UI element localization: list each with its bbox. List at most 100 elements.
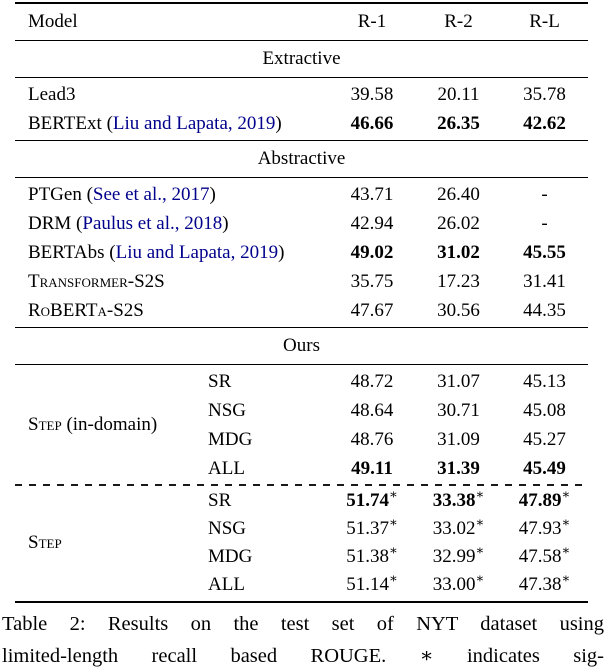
group-step-in-domain: Step (in-domain) SR 48.72 31.07 45.13 NS… [15,367,588,483]
model-name: PTGen [28,183,87,205]
citation-link[interactable]: See et al., 2017 [92,183,210,205]
table-row-step-sr: SR 51.74∗ 33.38∗ 47.89∗ [15,487,588,515]
group-name: Step [28,532,62,553]
variant-label: NSG [208,399,247,421]
table-row-bertabs: BERTAbs (Liu and Lapata, 2019) 49.02 31.… [15,238,588,267]
model-name: RoBERTa-S2S [28,299,144,321]
score-r1: 46.66 [350,112,394,134]
score-r2: 31.02 [437,241,480,263]
score-rl: 47.58 [518,546,562,567]
group-step: Step SR 51.74∗ 33.38∗ 47.89∗ NSG 51.37∗ … [15,487,588,599]
score-r1: 49.02 [350,241,394,263]
citation-link[interactable]: Paulus et al., 2018 [82,212,223,234]
group-name: Step [28,414,62,435]
caption-line-2: limited-length recall based ROUGE. ∗ ind… [2,645,604,667]
paren-close: ) [275,112,282,134]
score-r2: 26.40 [437,183,480,205]
score-r1: 51.74 [346,490,389,511]
score-rl: 45.13 [523,370,566,392]
paren-open: ( [106,112,113,134]
score-r1: 51.14 [346,574,389,595]
paren-open: ( [86,183,93,205]
score-r1: 49.11 [351,457,393,479]
score-r1: 51.38 [346,546,389,567]
table-bottom-rule [15,601,588,603]
citation-link[interactable]: Liu and Lapata, 2019 [115,241,279,263]
table-caption: Table 2: Results on the test set of NYT … [2,608,604,672]
section-ours: Step (in-domain) SR 48.72 31.07 45.13 NS… [15,365,588,601]
model-name: Lead3 [28,83,76,105]
variant-label: MDG [208,428,253,450]
score-rl: 47.89 [518,490,562,511]
score-r1: 42.94 [350,212,394,234]
model-name: Transformer-S2S [28,270,165,292]
score-r2: 31.07 [437,370,480,392]
table-row-transformer-s2s: Transformer-S2S 35.75 17.23 31.41 [15,267,588,296]
score-rl: 45.27 [523,428,566,450]
variant-label: NSG [208,518,247,539]
model-name: BERTExt [28,112,107,134]
significance-star: ∗ [561,514,571,530]
section-title-ours: Ours [15,328,588,365]
column-header-r1: R-1 [357,11,387,32]
score-r1: 43.71 [350,183,394,205]
variant-label: SR [208,490,232,511]
model-name: DRM [28,212,77,234]
score-rl: 31.41 [523,270,566,292]
dashed-divider [15,484,588,486]
variant-label: ALL [208,457,245,479]
table-header-row: Model R-1 R-2 R-L [15,4,588,41]
score-r2: 30.71 [437,399,480,421]
score-rl: 35.78 [523,83,566,105]
table-row-lead3: Lead3 39.58 20.11 35.78 [15,80,588,109]
score-rl: 47.38 [518,574,562,595]
score-rl: - [541,212,548,234]
section-title-abstractive: Abstractive [15,141,588,178]
section-extractive: Lead3 39.58 20.11 35.78 BERTExt (Liu and… [15,78,588,141]
score-rl: 44.35 [523,299,566,321]
table-row-indomain-mdg: MDG 48.76 31.09 45.27 [15,425,588,454]
table-row-drm: DRM (Paulus et al., 2018) 42.94 26.02 - [15,209,588,238]
paren-close: ) [209,183,216,205]
model-name: BERTAbs [28,241,110,263]
score-rl: 45.55 [523,241,566,263]
score-r2: 20.11 [437,83,480,105]
table-row-indomain-sr: SR 48.72 31.07 45.13 [15,367,588,396]
table-row-step-all: ALL 51.14∗ 33.00∗ 47.38∗ [15,571,588,599]
score-r1: 51.37 [346,518,389,539]
significance-star: ∗ [388,514,398,530]
score-r1: 35.75 [350,270,394,292]
variant-label: SR [208,370,232,392]
group-label: Step [28,532,62,554]
paren-open: ( [76,212,83,234]
score-r2: 26.02 [437,212,480,234]
score-rl: 47.93 [518,518,562,539]
significance-star: ∗ [475,542,485,558]
score-r1: 48.76 [350,428,394,450]
group-name-suffix: (in-domain) [61,414,158,435]
paren-close: ) [222,212,229,234]
variant-label: ALL [208,574,245,595]
significance-star: ∗ [475,514,485,530]
caption-line-1: Table 2: Results on the test set of NYT … [2,613,604,635]
significance-star: ∗ [388,570,398,586]
significance-star: ∗ [561,486,571,502]
score-r2: 33.00 [432,574,476,595]
significance-star: ∗ [475,486,485,502]
column-header-rl: R-L [529,11,560,32]
significance-star: ∗ [388,486,398,502]
score-r2: 30.56 [437,299,480,321]
table-row-bertext: BERTExt (Liu and Lapata, 2019) 46.66 26.… [15,109,588,138]
score-rl: 42.62 [523,112,566,134]
score-rl: 45.49 [523,457,566,479]
score-r2: 32.99 [432,546,476,567]
score-r2: 26.35 [437,112,480,134]
citation-link[interactable]: Liu and Lapata, 2019 [112,112,276,134]
score-r1: 48.64 [350,399,394,421]
section-title-extractive: Extractive [15,41,588,78]
score-r2: 33.02 [432,518,476,539]
column-header-model: Model [28,11,78,32]
score-r2: 31.09 [437,428,480,450]
significance-star: ∗ [561,542,571,558]
table-row-roberta-s2s: RoBERTa-S2S 47.67 30.56 44.35 [15,296,588,325]
